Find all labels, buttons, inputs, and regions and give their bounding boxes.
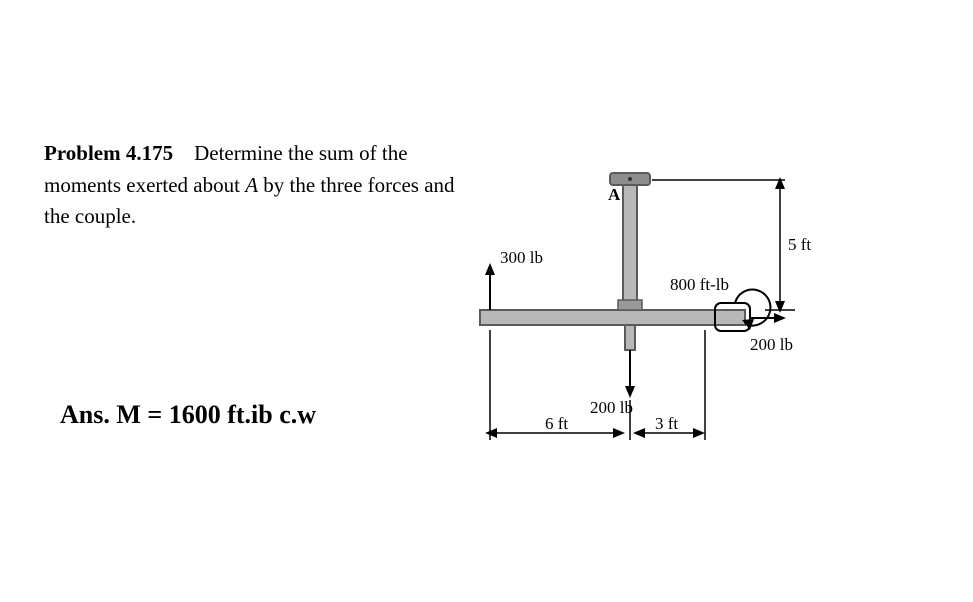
answer-prefix: Ans. M =	[60, 400, 169, 429]
label-200lb-down: 200 lb	[590, 398, 633, 417]
answer-direction: c.w	[273, 400, 316, 429]
answer-line: Ans. M = 1600 ft.ib c.w	[60, 400, 316, 430]
dim-5ft-arrow-bot	[775, 301, 785, 313]
dim-3ft-arrow-left	[633, 428, 645, 438]
label-6ft: 6 ft	[545, 414, 568, 433]
lower-stub	[625, 325, 635, 350]
arrow-200lb-down-head	[625, 386, 635, 398]
point-A-label: A	[245, 173, 258, 197]
label-A: A	[608, 185, 621, 204]
problem-statement: Problem 4.175 Determine the sum of the m…	[44, 138, 484, 233]
vertical-post	[623, 180, 637, 310]
problem-number: Problem 4.175	[44, 141, 173, 165]
free-body-diagram: 300 lb 200 lb 200 lb 800 ft-lb A 5 ft 6 …	[460, 155, 830, 455]
dim-6ft-arrow-left	[485, 428, 497, 438]
pivot-hole	[628, 177, 632, 181]
label-200lb-right: 200 lb	[750, 335, 793, 354]
dim-5ft-arrow-top	[775, 177, 785, 189]
dim-6ft-arrow-right	[613, 428, 625, 438]
answer-value: 1600 ft.ib	[169, 400, 273, 429]
label-5ft: 5 ft	[788, 235, 811, 254]
label-300lb: 300 lb	[500, 248, 543, 267]
dim-3ft-arrow-right	[693, 428, 705, 438]
label-couple: 800 ft-lb	[670, 275, 729, 294]
label-3ft: 3 ft	[655, 414, 678, 433]
horizontal-beam	[480, 310, 745, 325]
arrow-200lb-right-head	[774, 313, 786, 323]
arrow-300lb-head	[485, 263, 495, 275]
connector	[618, 300, 642, 310]
